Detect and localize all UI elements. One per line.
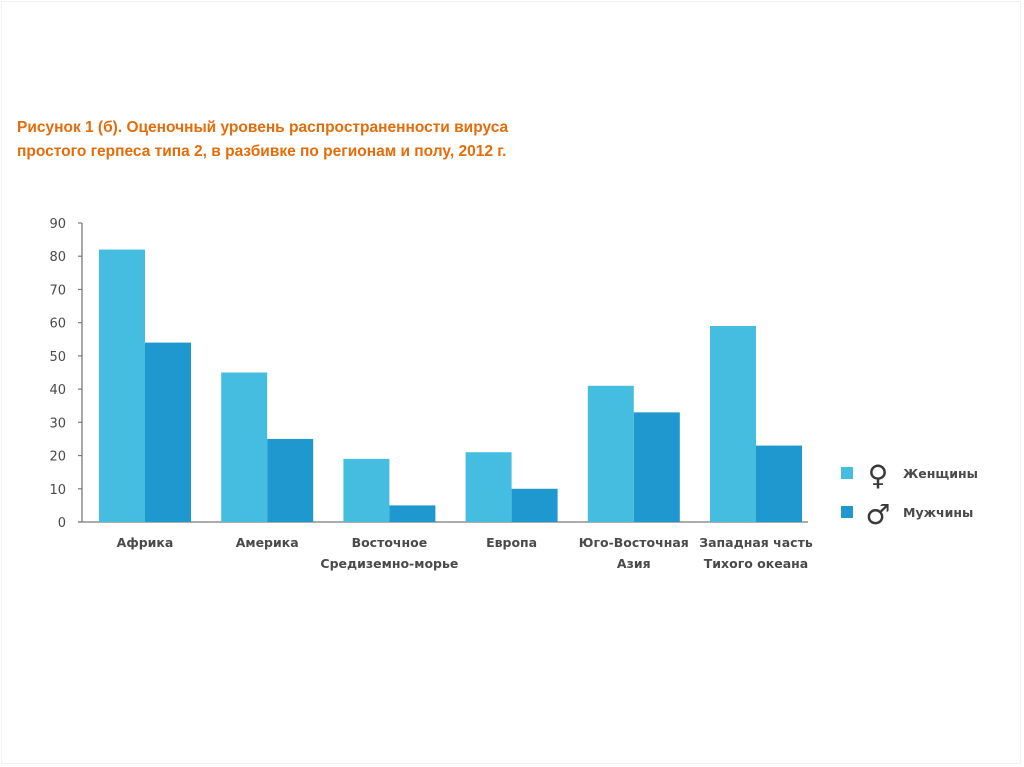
- bar-female: [343, 458, 390, 522]
- y-tick-label: 30: [49, 416, 66, 431]
- bar-male: [633, 412, 680, 522]
- female-symbol-icon: ♀: [868, 459, 889, 492]
- y-tick-label: 90: [49, 217, 66, 232]
- bar-male: [145, 342, 191, 522]
- bar-female: [587, 385, 634, 522]
- legend-swatch: [841, 506, 853, 518]
- chart-title-line-2: простого герпеса типа 2, в разбивке по р…: [17, 143, 507, 160]
- y-tick-label: 40: [49, 383, 66, 398]
- chart-title-line-1: Рисунок 1 (б). Оценочный уровень распрос…: [17, 119, 509, 136]
- x-category-label: Западная часть Тихого океана: [699, 535, 813, 571]
- bar-male: [756, 445, 802, 522]
- x-category-label-line: Америка: [236, 535, 299, 550]
- bar-male: [389, 505, 436, 522]
- x-category-label: Европа: [486, 535, 537, 550]
- legend-swatch: [841, 467, 853, 479]
- y-tick-label: 20: [49, 450, 66, 465]
- bar-female: [221, 372, 268, 522]
- x-category-label-line: Азия: [617, 556, 651, 571]
- y-tick-label: 0: [58, 516, 66, 531]
- y-tick-label: 10: [49, 483, 66, 498]
- legend-label: Мужчины: [903, 505, 973, 520]
- bar-female: [710, 325, 756, 522]
- x-category-label: Америка: [236, 535, 299, 550]
- bar-female: [99, 249, 145, 523]
- bar-female: [465, 452, 512, 522]
- y-tick-label: 50: [49, 350, 66, 365]
- bar-male: [511, 488, 558, 522]
- y-tick-label: 80: [49, 250, 66, 265]
- x-category-label: Африка: [117, 535, 174, 550]
- bars: [99, 249, 802, 523]
- x-category-label-line: Средиземно-морье: [320, 556, 458, 571]
- y-tick-label: 60: [49, 317, 66, 332]
- x-category-label: Восточное Средиземно-морье: [320, 535, 458, 571]
- legend-label: Женщины: [903, 466, 978, 481]
- axes: 0 10 20 30 40 50 60 70 80 90: [49, 217, 808, 531]
- x-category-label-line: Восточное: [352, 535, 428, 550]
- x-category-label-line: Тихого океана: [704, 556, 808, 571]
- x-category-label-line: Юго-Восточная: [579, 535, 689, 550]
- x-category-label-line: Европа: [486, 535, 537, 550]
- x-category-label-line: Африка: [117, 535, 174, 550]
- x-category-label-line: Западная часть: [699, 535, 813, 550]
- x-category-label: Юго-Восточная Азия: [579, 535, 689, 571]
- y-tick-label: 70: [49, 283, 66, 298]
- legend: ♀ Женщины ♂ Мужчины: [841, 459, 978, 531]
- chart-title: Рисунок 1 (б). Оценочный уровень распрос…: [17, 116, 617, 164]
- male-symbol-icon: ♂: [865, 498, 890, 531]
- category-labels: Африка Америка Восточное Средиземно-морье Ев…: [117, 535, 813, 571]
- bar-male: [267, 438, 314, 522]
